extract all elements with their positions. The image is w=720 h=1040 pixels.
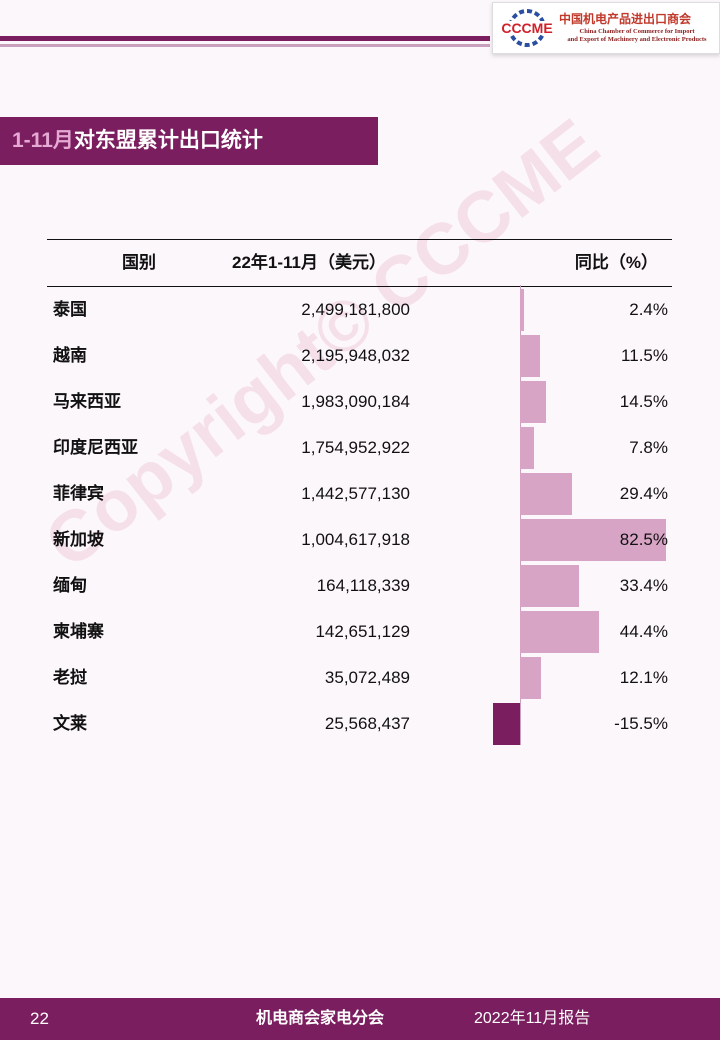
yoy-data-bar	[520, 335, 541, 377]
country-name: 缅甸	[53, 576, 87, 595]
export-value: 1,442,577,130	[301, 484, 410, 503]
title-rest: 对东盟累计出口统计	[73, 129, 263, 152]
country-name: 泰国	[53, 300, 87, 319]
export-value: 1,004,617,918	[301, 530, 410, 549]
table-row: 新加坡 1,004,617,918 82.5%	[47, 517, 672, 563]
table-row: 越南 2,195,948,032 11.5%	[47, 333, 672, 379]
yoy-data-bar	[520, 565, 580, 607]
logo-en-line2: and Export of Machinery and Electronic P…	[567, 36, 707, 43]
yoy-percent: 33.4%	[619, 576, 668, 595]
page-footer: 22 机电商会家电分会 2022年11月报告	[0, 998, 720, 1040]
table-row: 柬埔寨 142,651,129 44.4%	[47, 609, 672, 655]
bar-zero-axis	[520, 285, 521, 745]
yoy-data-bar	[520, 289, 525, 331]
export-value: 1,754,952,922	[301, 438, 410, 457]
yoy-data-bar	[520, 473, 573, 515]
yoy-percent: 44.4%	[619, 622, 668, 641]
table-row: 菲律宾 1,442,577,130 29.4%	[47, 471, 672, 517]
header-country: 国别	[122, 253, 156, 272]
title-accent: 1-11月	[12, 129, 74, 152]
header-rule-light	[0, 44, 490, 47]
header-yoy: 同比（%）	[574, 253, 658, 272]
yoy-data-bar	[520, 381, 546, 423]
yoy-percent: 29.4%	[619, 484, 668, 503]
yoy-percent: -15.5%	[614, 714, 668, 733]
export-value: 2,195,948,032	[301, 346, 410, 365]
table-header: 国别 22年1-11月（美元） 同比（%）	[47, 239, 672, 287]
yoy-percent: 12.1%	[619, 668, 668, 687]
logo-en-name: China Chamber of Commerce for Import and…	[559, 28, 715, 44]
yoy-data-bar	[520, 519, 667, 561]
yoy-percent: 2.4%	[629, 300, 668, 319]
country-name: 新加坡	[53, 530, 104, 549]
yoy-data-bar	[520, 657, 542, 699]
country-name: 文莱	[53, 714, 87, 733]
export-value: 1,983,090,184	[301, 392, 410, 411]
yoy-data-bar	[520, 611, 599, 653]
yoy-percent: 11.5%	[621, 346, 668, 365]
table-row: 老挝 35,072,489 12.1%	[47, 655, 672, 701]
export-value: 25,568,437	[324, 714, 410, 733]
export-value: 164,118,339	[316, 576, 410, 595]
footer-org: 机电商会家电分会	[256, 1010, 385, 1027]
export-value: 2,499,181,800	[301, 300, 410, 319]
table-row: 缅甸 164,118,339 33.4%	[47, 563, 672, 609]
country-name: 越南	[53, 346, 87, 365]
country-name: 马来西亚	[53, 392, 121, 411]
cccme-logo: CCCME 中国机电产品进出口商会 China Chamber of Comme…	[492, 2, 720, 54]
export-value: 142,651,129	[315, 622, 410, 641]
table-row: 文莱 25,568,437 -15.5%	[47, 701, 672, 747]
yoy-percent: 82.5%	[619, 530, 668, 549]
country-name: 印度尼西亚	[53, 438, 138, 457]
country-name: 柬埔寨	[53, 622, 104, 641]
table-row: 印度尼西亚 1,754,952,922 7.8%	[47, 425, 672, 471]
table-body: 泰国 2,499,181,800 2.4% 越南 2,195,948,032 11.5% 马…	[47, 287, 672, 747]
export-table: 国别 22年1-11月（美元） 同比（%） 泰国 2,499,181,800 2.4…	[47, 239, 672, 747]
table-row: 泰国 2,499,181,800 2.4%	[47, 287, 672, 333]
page-title: 1-11月对东盟累计出口统计	[0, 117, 378, 165]
yoy-percent: 14.5%	[619, 392, 668, 411]
cccme-emblem-icon: CCCME	[501, 9, 553, 47]
table-row: 马来西亚 1,983,090,184 14.5%	[47, 379, 672, 425]
header-value: 22年1-11月（美元）	[232, 253, 386, 272]
yoy-data-bar	[492, 703, 520, 745]
yoy-data-bar	[520, 427, 534, 469]
footer-report: 2022年11月报告	[474, 1010, 591, 1027]
export-value: 35,072,489	[324, 668, 410, 687]
yoy-percent: 7.8%	[629, 438, 668, 457]
logo-en-line1: China Chamber of Commerce for Import	[579, 28, 695, 35]
page-number: 22	[30, 1009, 49, 1028]
country-name: 菲律宾	[53, 484, 104, 503]
logo-cn-name: 中国机电产品进出口商会	[559, 12, 692, 26]
country-name: 老挝	[53, 668, 87, 687]
emblem-text: CCCME	[501, 20, 552, 36]
header-rule-dark	[0, 36, 490, 41]
